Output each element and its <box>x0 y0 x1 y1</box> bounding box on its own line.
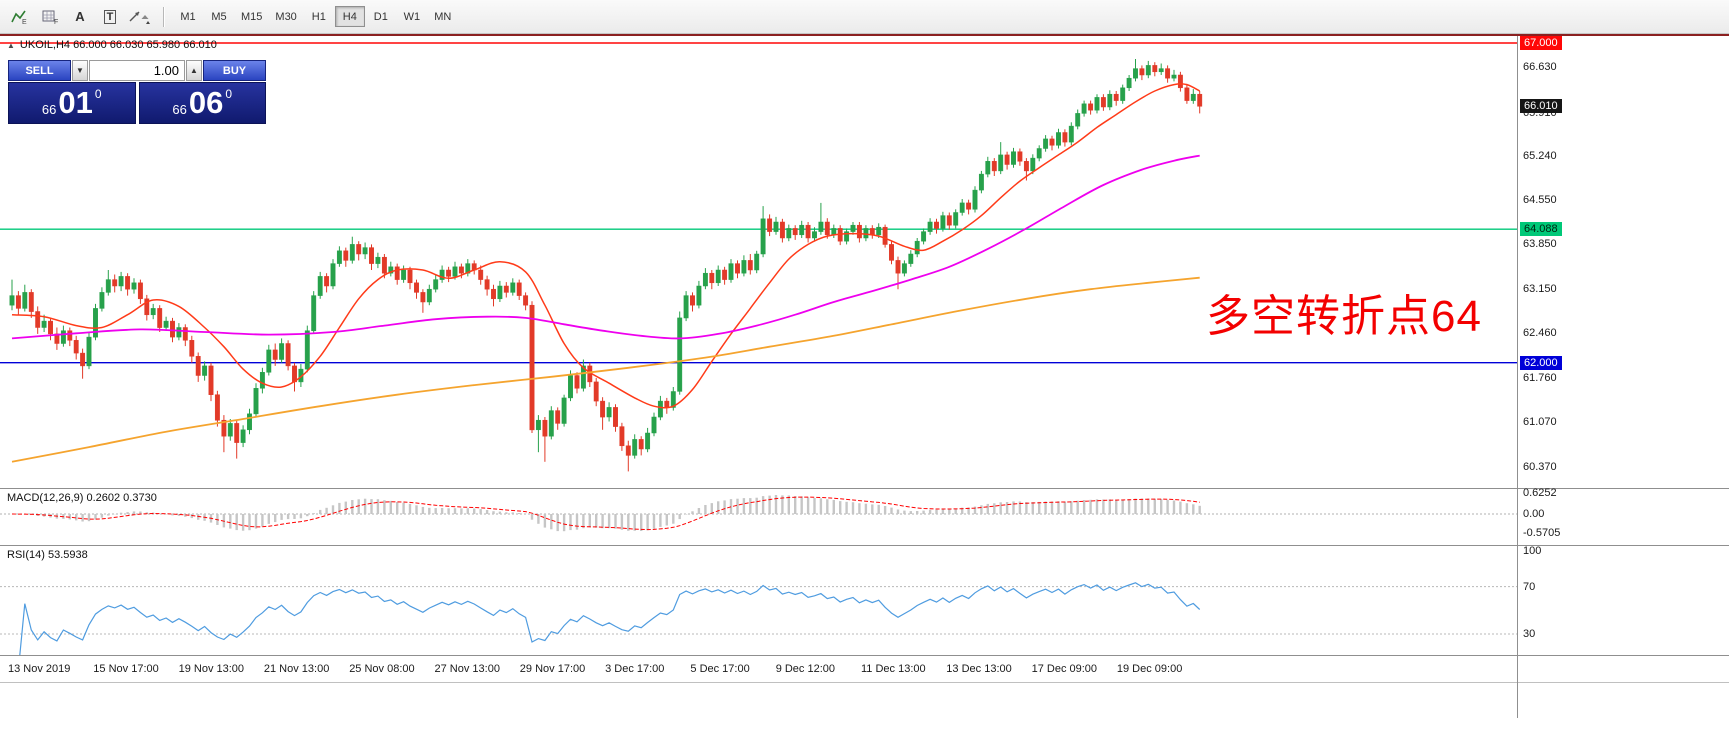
price-badge: 62.000 <box>1520 355 1562 370</box>
price-axis[interactable]: 66.63065.91065.24064.55063.85063.15062.4… <box>1518 36 1729 718</box>
price-tick: 65.240 <box>1523 149 1557 162</box>
time-label: 19 Dec 09:00 <box>1116 663 1183 675</box>
macd-histogram <box>17 495 1201 532</box>
macd-label: MACD(12,26,9) 0.2602 0.3730 <box>7 492 157 504</box>
time-axis[interactable]: 13 Nov 2019 15 Nov 17:00 19 Nov 13:00 21 No… <box>0 655 1517 682</box>
timeframe-m15-button[interactable]: M15 <box>235 6 268 27</box>
time-label: 25 Nov 08:00 <box>349 663 415 675</box>
timeframe-group: M1 M5 M15 M30 H1 H4 D1 W1 MN <box>173 6 458 27</box>
sell-price-display[interactable]: 66 01 0 <box>8 82 136 124</box>
text-label-icon[interactable]: A <box>66 5 94 29</box>
macd-indicator[interactable] <box>0 488 1517 545</box>
price-tick: 60.370 <box>1523 460 1557 473</box>
timeframe-m1-button[interactable]: M1 <box>173 6 203 27</box>
sell-button[interactable]: SELL <box>8 60 71 81</box>
timeframe-w1-button[interactable]: W1 <box>397 6 427 27</box>
time-label: 29 Nov 17:00 <box>519 663 586 675</box>
price-axis-border <box>1517 36 1518 718</box>
drawing-tools-icon[interactable] <box>126 5 154 29</box>
price-tick: 63.150 <box>1523 283 1557 296</box>
chart-shift-marker-icon: ▲ <box>7 40 15 50</box>
time-label: 21 Nov 13:00 <box>263 663 330 675</box>
timeframe-h1-button[interactable]: H1 <box>304 6 334 27</box>
rsi-panel-separator[interactable] <box>0 545 1729 546</box>
time-label: 13 Nov 2019 <box>8 663 71 675</box>
volume-decrease-button[interactable]: ▼ <box>72 60 88 81</box>
time-label: 17 Dec 09:00 <box>1031 663 1098 675</box>
timeframe-m5-button[interactable]: M5 <box>204 6 234 27</box>
toolbar-separator <box>163 6 164 27</box>
indicators-icon[interactable]: E <box>6 5 34 29</box>
mid-ma <box>11 154 1200 340</box>
volume-increase-button[interactable]: ▲ <box>186 60 202 81</box>
text-tool-icon[interactable]: T <box>96 5 124 29</box>
svg-text:F: F <box>54 19 58 25</box>
macd-panel-separator[interactable] <box>0 488 1729 489</box>
time-label: 9 Dec 12:00 <box>775 663 836 675</box>
sell-price-pips: 01 <box>58 85 93 120</box>
rsi-label: RSI(14) 53.5938 <box>7 549 88 561</box>
price-tick: 61.760 <box>1523 372 1557 384</box>
window-bottom-border <box>0 682 1729 683</box>
price-badge: 66.010 <box>1520 99 1562 114</box>
buy-price-pips: 06 <box>188 85 224 120</box>
svg-text:E: E <box>22 19 27 25</box>
rsi-line <box>19 582 1201 655</box>
rsi-scale-tick: 70 <box>1523 580 1536 593</box>
time-label: 5 Dec 17:00 <box>690 663 750 675</box>
time-label: 3 Dec 17:00 <box>605 663 665 675</box>
macd-scale-tick: 0.00 <box>1523 508 1545 520</box>
trade-prices-row: 66 01 0 66 06 0 <box>8 82 266 124</box>
caret-up-icon: ▲ <box>190 66 198 75</box>
macd-scale-tick: 0.6252 <box>1523 487 1557 500</box>
price-tick: 63.850 <box>1523 238 1557 251</box>
trade-controls-row: SELL ▼ ▲ BUY <box>8 60 266 81</box>
fast-ma <box>11 83 1201 409</box>
symbol-ohlc-text: UKOIL,H4 66.000 66.030 65.980 66.010 <box>19 39 217 51</box>
price-badge: 67.000 <box>1520 36 1562 50</box>
macd-signal-line <box>11 496 1200 531</box>
buy-button[interactable]: BUY <box>203 60 266 81</box>
time-axis-separator <box>0 655 1729 656</box>
rsi-scale-tick: 100 <box>1523 545 1542 557</box>
time-label: 13 Dec 13:00 <box>946 663 1012 675</box>
rsi-indicator[interactable] <box>0 545 1517 655</box>
price-badge: 64.088 <box>1520 222 1562 237</box>
main-chart[interactable] <box>0 36 1517 488</box>
chart-symbol-label: ▲ UKOIL,H4 66.000 66.030 65.980 66.010 <box>7 39 217 51</box>
time-label: 27 Nov 13:00 <box>434 663 500 675</box>
time-label: 11 Dec 13:00 <box>861 663 926 675</box>
sell-price-bigfigure: 66 <box>41 102 57 117</box>
slow-ma <box>11 276 1200 463</box>
one-click-trading-panel: SELL ▼ ▲ BUY 66 01 0 66 06 0 <box>8 60 266 124</box>
rsi-scale-tick: 30 <box>1523 628 1536 640</box>
timeframe-h4-button[interactable]: H4 <box>334 6 365 27</box>
buy-price-point: 0 <box>225 87 233 101</box>
timeframe-d1-button[interactable]: D1 <box>366 6 396 27</box>
volume-input[interactable] <box>89 60 185 81</box>
price-tick: 66.630 <box>1523 60 1557 73</box>
price-tick: 64.550 <box>1523 193 1557 206</box>
timeframe-mn-button[interactable]: MN <box>428 6 458 27</box>
candles-layer <box>9 59 1203 472</box>
time-label: 15 Nov 17:00 <box>93 663 159 675</box>
macd-scale-tick: -0.5705 <box>1523 526 1561 539</box>
buy-price-display[interactable]: 66 06 0 <box>138 82 266 124</box>
buy-price-bigfigure: 66 <box>172 102 187 117</box>
chart-annotation-text: 多空转折点64 <box>1206 292 1482 341</box>
price-tick: 62.460 <box>1523 327 1557 340</box>
caret-down-icon: ▼ <box>76 66 84 75</box>
grid-icon[interactable]: F <box>36 5 64 29</box>
chart-window: ▲ UKOIL,H4 66.000 66.030 65.980 66.010 S… <box>0 34 1729 750</box>
time-label: 19 Nov 13:00 <box>178 663 245 675</box>
price-tick: 61.070 <box>1523 416 1557 429</box>
sell-price-point: 0 <box>94 87 102 101</box>
timeframe-m30-button[interactable]: M30 <box>269 6 302 27</box>
